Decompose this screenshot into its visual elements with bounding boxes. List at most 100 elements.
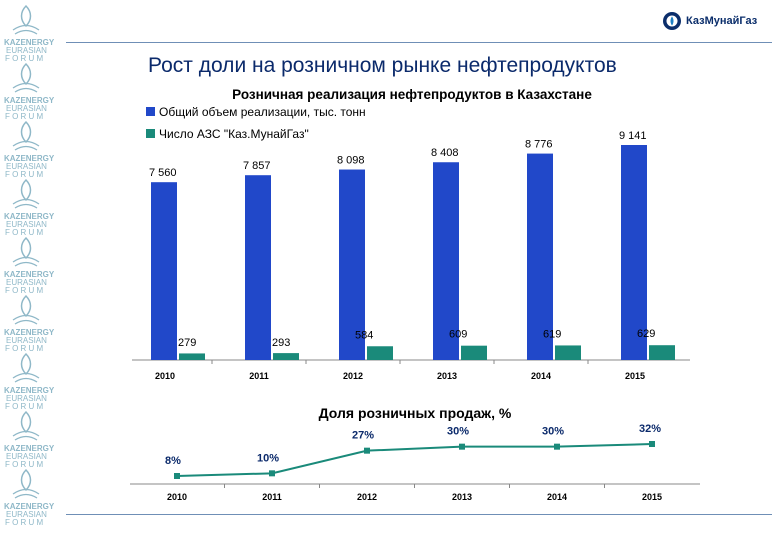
line-chart-title: Доля розничных продаж, % xyxy=(319,405,512,421)
bar-stations-label: 293 xyxy=(272,337,290,349)
bar-volume-label: 7 560 xyxy=(149,167,177,179)
legend-label-volume: Общий объем реализации, тыс. тонн xyxy=(159,105,366,119)
bar-stations xyxy=(367,346,393,360)
bar-stations-label: 629 xyxy=(637,328,655,340)
sidebar-brand-line: F O R U M xyxy=(5,286,44,295)
bar-stations-label: 279 xyxy=(178,337,196,349)
bar-volume xyxy=(621,145,647,360)
bar-stations xyxy=(273,353,299,360)
bar-stations xyxy=(461,345,487,360)
bar-x-tick-label: 2012 xyxy=(343,371,363,381)
emblem-wave-icon xyxy=(12,430,40,441)
sidebar-brand-line: F O R U M xyxy=(5,170,44,179)
bar-volume xyxy=(433,162,459,360)
bar-volume xyxy=(339,169,365,360)
emblem-wave-icon xyxy=(12,372,40,383)
sidebar-brand-line: EURASIAN xyxy=(6,336,47,345)
sidebar-brand-line: EURASIAN xyxy=(6,104,47,113)
company-logo-icon xyxy=(663,12,681,30)
bar-stations-label: 584 xyxy=(355,329,373,341)
sidebar-brand-line: F O R U M xyxy=(5,54,44,63)
sidebar-brand-line: F O R U M xyxy=(5,518,44,527)
bar-stations xyxy=(649,345,675,360)
sidebar-brand-line: KAZENERGY xyxy=(4,444,55,453)
bar-chart-title: Розничная реализация нефтепродуктов в Ка… xyxy=(232,87,592,102)
line-point-label: 32% xyxy=(639,423,661,435)
sidebar-brand-line: KAZENERGY xyxy=(4,212,55,221)
sidebar-brand-line: EURASIAN xyxy=(6,452,47,461)
bar-x-tick-label: 2011 xyxy=(249,371,269,381)
line-point xyxy=(174,473,180,479)
sidebar-brand-line: F O R U M xyxy=(5,344,44,353)
emblem-wave-icon xyxy=(12,488,40,499)
sidebar-brand-line: EURASIAN xyxy=(6,510,47,519)
bar-stations-label: 619 xyxy=(543,328,561,340)
sidebar-branding: KAZENERGY EURASIAN F O R U M KAZENERGY EURAS… xyxy=(0,0,62,540)
legend-swatch-stations xyxy=(146,129,155,138)
sidebar-brand-line: KAZENERGY xyxy=(4,38,55,47)
emblem-wave-icon xyxy=(12,24,40,35)
emblem-wave-icon xyxy=(12,140,40,151)
sidebar-brand-line: EURASIAN xyxy=(6,46,47,55)
line-x-tick-label: 2014 xyxy=(547,492,567,502)
bar-stations-label: 609 xyxy=(449,329,467,341)
line-point-label: 10% xyxy=(257,452,279,464)
sidebar-brand-line: KAZENERGY xyxy=(4,270,55,279)
line-point-label: 8% xyxy=(165,455,181,467)
line-x-tick-label: 2013 xyxy=(452,492,472,502)
sidebar-brand-line: KAZENERGY xyxy=(4,502,55,511)
bar-volume xyxy=(245,175,271,360)
sidebar-brand-line: KAZENERGY xyxy=(4,96,55,105)
bar-volume-label: 8 776 xyxy=(525,139,553,151)
sidebar-brand-line: EURASIAN xyxy=(6,278,47,287)
bar-stations xyxy=(555,345,581,360)
bar-volume-label: 7 857 xyxy=(243,160,271,172)
line-point xyxy=(554,443,560,450)
line-point xyxy=(649,441,655,447)
sidebar-brand-line: F O R U M xyxy=(5,112,44,121)
bar-x-tick-label: 2015 xyxy=(625,371,645,381)
line-x-tick-label: 2012 xyxy=(357,492,377,502)
line-point xyxy=(269,470,275,477)
bar-x-tick-label: 2010 xyxy=(155,371,175,381)
bar-volume xyxy=(527,153,553,360)
sidebar-brand-line: KAZENERGY xyxy=(4,328,55,337)
bar-x-tick-label: 2014 xyxy=(531,371,551,381)
company-logo-text: КазМунайГаз xyxy=(686,15,758,27)
bar-volume-label: 9 141 xyxy=(619,130,647,142)
legend-swatch-volume xyxy=(146,107,155,116)
sidebar-brand-line: F O R U M xyxy=(5,402,44,411)
emblem-wave-icon xyxy=(12,314,40,325)
sidebar-brand-line: KAZENERGY xyxy=(4,386,55,395)
line-x-tick-label: 2010 xyxy=(167,492,187,502)
emblem-wave-icon xyxy=(12,82,40,93)
line-series xyxy=(176,443,653,477)
bar-stations xyxy=(179,353,205,360)
sidebar-brand-line: EURASIAN xyxy=(6,162,47,171)
emblem-wave-icon xyxy=(12,198,40,209)
line-x-tick-label: 2011 xyxy=(262,492,282,502)
line-x-tick-label: 2015 xyxy=(642,492,662,502)
emblem-wave-icon xyxy=(12,256,40,267)
line-point-label: 27% xyxy=(352,430,374,442)
bar-volume xyxy=(151,182,177,360)
footer-separator-line xyxy=(66,514,772,515)
bar-x-tick-label: 2013 xyxy=(437,371,457,381)
line-point-label: 30% xyxy=(447,426,469,438)
legend-label-stations: Число АЗС "Каз.МунайГаз" xyxy=(159,127,309,141)
sidebar-brand-line: EURASIAN xyxy=(6,220,47,229)
sidebar-brand-line: KAZENERGY xyxy=(4,154,55,163)
bar-volume-label: 8 098 xyxy=(337,155,365,167)
bar-volume-label: 8 408 xyxy=(431,147,459,159)
line-point-label: 30% xyxy=(542,426,564,438)
